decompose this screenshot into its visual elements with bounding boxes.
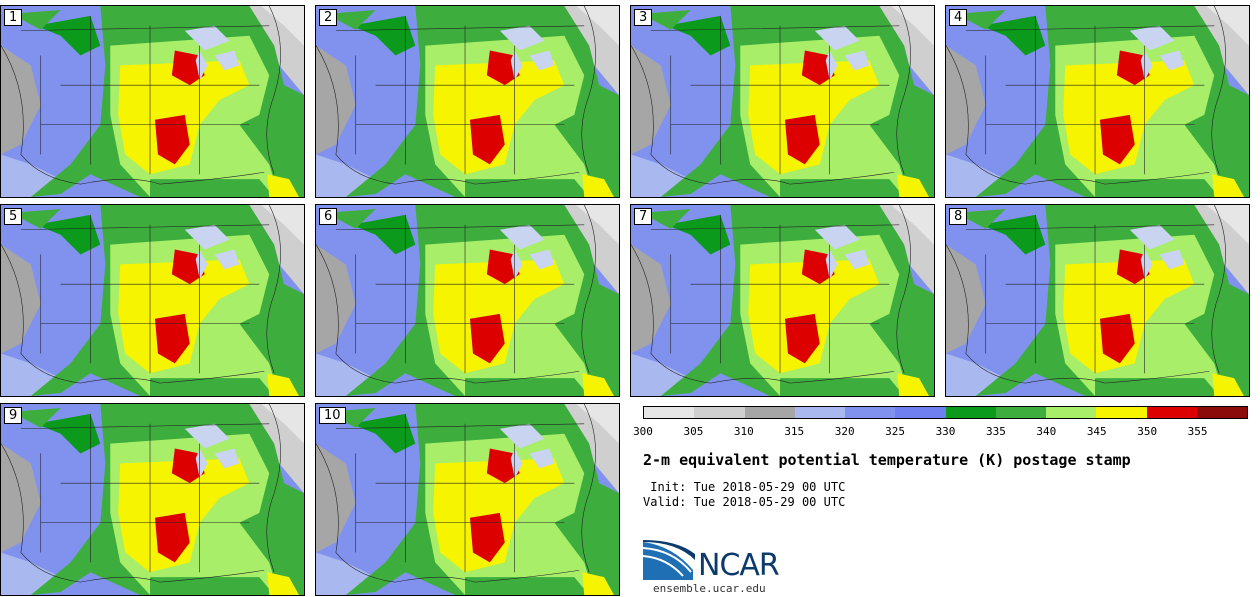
- logo-url: ensemble.ucar.edu: [653, 582, 766, 595]
- ncar-logo-text: NCAR: [698, 548, 780, 583]
- panel-number: 7: [634, 208, 653, 225]
- map-image: [1, 404, 304, 595]
- map-panel-7: 7: [630, 204, 935, 397]
- map-panel-8: 8: [945, 204, 1250, 397]
- colorbar-tick-label: 335: [985, 425, 1006, 438]
- colorbar-tick-label: 305: [683, 425, 704, 438]
- colorbar-tick-label: 325: [885, 425, 906, 438]
- panel-number: 10: [319, 407, 346, 424]
- map-panel-1: 1: [0, 5, 305, 198]
- map-panel-2: 2: [315, 5, 620, 198]
- colorbar-swatch: [1046, 407, 1097, 418]
- colorbar-tick-label: 355: [1187, 425, 1208, 438]
- panel-number: 6: [319, 208, 338, 225]
- page-title: 2-m equivalent potential temperature (K)…: [643, 451, 1131, 469]
- map-panel-6: 6: [315, 204, 620, 397]
- panel-number: 3: [634, 9, 653, 26]
- panel-number: 2: [319, 9, 338, 26]
- map-panel-10: 10: [315, 403, 620, 596]
- map-panel-5: 5: [0, 204, 305, 397]
- map-image: [946, 6, 1249, 197]
- colorbar-swatch: [845, 407, 896, 418]
- colorbar-swatch: [744, 407, 795, 418]
- map-image: [316, 6, 619, 197]
- colorbar-swatch: [1146, 407, 1197, 418]
- map-image: [631, 6, 934, 197]
- colorbar-tick-label: 315: [784, 425, 805, 438]
- colorbar-swatch: [995, 407, 1046, 418]
- map-image: [631, 205, 934, 396]
- map-image: [946, 205, 1249, 396]
- panel-number: 8: [949, 208, 968, 225]
- map-image: [316, 205, 619, 396]
- colorbar-tick-label: 345: [1086, 425, 1107, 438]
- panel-number: 1: [4, 9, 23, 26]
- panel-number: 9: [4, 407, 23, 424]
- map-panel-9: 9: [0, 403, 305, 596]
- colorbar-tick-label: 330: [935, 425, 956, 438]
- colorbar-tick-label: 340: [1036, 425, 1057, 438]
- colorbar-swatch: [895, 407, 946, 418]
- colorbar-tick-label: 300: [633, 425, 653, 438]
- colorbar-swatch: [1096, 407, 1147, 418]
- map-image: [1, 6, 304, 197]
- map-image: [316, 404, 619, 595]
- panel-number: 5: [4, 208, 23, 225]
- colorbar-tick-label: 350: [1137, 425, 1158, 438]
- colorbar-tick-label: 320: [834, 425, 855, 438]
- map-panel-3: 3: [630, 5, 935, 198]
- init-time: Init: Tue 2018-05-29 00 UTC: [643, 480, 846, 494]
- colorbar-tick-label: 310: [733, 425, 754, 438]
- map-panel-4: 4: [945, 5, 1250, 198]
- colorbar-swatch: [1196, 407, 1247, 418]
- colorbar: [643, 406, 1248, 419]
- colorbar-swatch: [694, 407, 745, 418]
- map-image: [1, 205, 304, 396]
- ncar-logo-icon: [643, 540, 695, 580]
- colorbar-swatch: [945, 407, 996, 418]
- panel-number: 4: [949, 9, 968, 26]
- colorbar-swatch: [644, 407, 695, 418]
- colorbar-swatch: [794, 407, 845, 418]
- valid-time: Valid: Tue 2018-05-29 00 UTC: [643, 495, 846, 509]
